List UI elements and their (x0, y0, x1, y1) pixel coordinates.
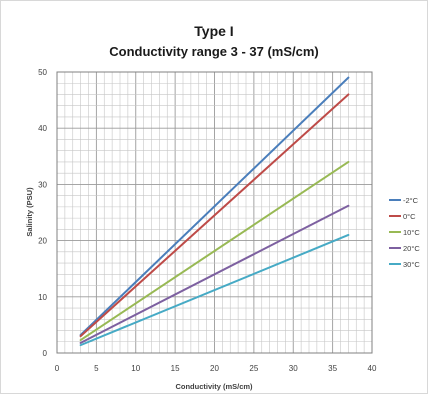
series-line (79, 204, 350, 344)
x-tick-label: 5 (94, 364, 99, 373)
legend-label: 20°C (403, 244, 420, 253)
x-tick-label: 30 (289, 364, 298, 373)
series-line (79, 76, 350, 337)
legend-label: 0°C (403, 212, 416, 221)
y-tick-label: 50 (38, 68, 47, 77)
series-line (79, 93, 350, 338)
x-tick-label: 25 (249, 364, 258, 373)
y-tick-label: 10 (38, 293, 47, 302)
legend-label: 30°C (403, 260, 420, 269)
x-axis-label: Conductivity (mS/cm) (175, 382, 253, 391)
series-lines (79, 76, 350, 347)
x-tick-label: 35 (328, 364, 337, 373)
y-axis-label: Salinity (PSU) (25, 187, 34, 237)
x-tick-label: 0 (55, 364, 60, 373)
chart-subtitle: Conductivity range 3 - 37 (mS/cm) (109, 44, 319, 59)
y-tick-label: 0 (43, 349, 48, 358)
series-line (79, 160, 350, 342)
chart-title: Type I (194, 23, 233, 39)
x-tick-label: 15 (171, 364, 180, 373)
x-tick-label: 10 (131, 364, 140, 373)
y-tick-label: 30 (38, 180, 47, 189)
legend-label: -2°C (403, 196, 419, 205)
plot-area-border (56, 71, 373, 354)
grid (56, 71, 373, 354)
legend: -2°C 0°C 10°C 20°C 30°C (389, 196, 420, 269)
series-line (79, 233, 350, 347)
legend-label: 10°C (403, 228, 420, 237)
y-tick-label: 20 (38, 237, 47, 246)
axes: 0 5 10 15 20 25 30 35 40 0 10 20 30 40 50 (38, 68, 377, 373)
x-tick-label: 40 (368, 364, 377, 373)
x-tick-label: 20 (210, 364, 219, 373)
y-tick-label: 40 (38, 124, 47, 133)
